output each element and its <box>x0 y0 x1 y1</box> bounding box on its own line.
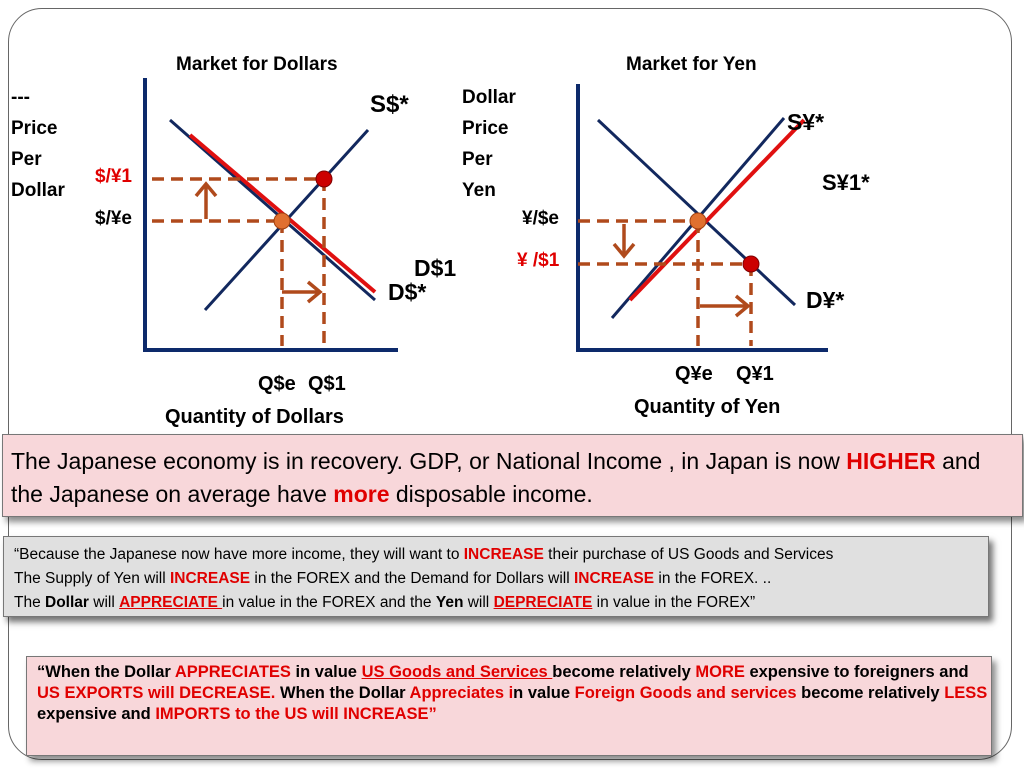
box3-text: When the Dollar <box>275 684 410 702</box>
box3-more: MORE <box>695 663 745 681</box>
dollar-price-up-arrow <box>194 181 218 219</box>
appreciation-effects-box: “When the Dollar APPRECIATES in value US… <box>26 656 992 756</box>
box2-text: The <box>14 594 46 611</box>
dollar-y-axis-label: --- Price Per Dollar <box>11 87 65 201</box>
box3-text: become relatively <box>796 684 945 702</box>
box2-depreciate: DEPRECIATE <box>493 594 593 611</box>
yen-market-graph: Market for Yen S¥* S¥1* D¥* ¥/$e ¥ /$ <box>517 54 870 418</box>
box2-line-3: The Dollar will APPRECIATE in value in t… <box>14 591 988 615</box>
box3-text: n value <box>513 684 575 702</box>
yen-market-title: Market for Yen <box>626 54 757 75</box>
box3-text: in value <box>290 663 362 681</box>
box2-line-1: “Because the Japanese now have more inco… <box>14 543 988 567</box>
yen-supply-new-line <box>628 118 806 302</box>
yen-qty-new-label: Q¥1 <box>736 363 774 385</box>
yen-new-equilibrium-point <box>742 255 760 273</box>
dollar-x-axis-label: Quantity of Dollars <box>165 406 344 428</box>
dollar-demand-original-label: D$* <box>388 279 426 305</box>
box3-text: “When the Dollar <box>37 663 175 681</box>
box1-higher: HIGHER <box>846 448 936 474</box>
yen-demand-label: D¥* <box>806 287 844 313</box>
yen-y-axis-label: Dollar Price Per Yen <box>462 87 516 201</box>
box3-imports-increase: IMPORTS to the US will INCREASE” <box>155 705 437 723</box>
dollar-market-title: Market for Dollars <box>176 54 338 75</box>
yen-qty-right-arrow <box>700 294 751 318</box>
box3-foreign-goods: Foreign Goods and services <box>574 684 797 702</box>
dollar-new-equilibrium-point <box>315 170 333 188</box>
box2-yen: Yen <box>435 594 464 611</box>
yen-demand-line <box>596 118 797 307</box>
dollar-qty-eq-label: Q$e <box>258 373 296 395</box>
yen-x-axis-label: Quantity of Yen <box>634 396 780 418</box>
box2-text: The Supply of Yen will <box>14 570 170 587</box>
box2-text: “Because the Japanese now have more inco… <box>14 546 464 563</box>
yen-equilibrium-point <box>689 212 707 230</box>
dollar-market-graph: Market for Dollars S$* D$1 D$* $/¥1 $ <box>95 54 456 428</box>
box2-text: will <box>88 594 120 611</box>
box1-text: The Japanese economy is in recovery. GDP… <box>11 448 847 474</box>
box2-text: in value in the FOREX and the <box>222 594 436 611</box>
yen-price-new-label: ¥ /$1 <box>517 250 560 271</box>
box1-text: disposable income. <box>389 481 593 507</box>
forex-explanation-box: “Because the Japanese now have more inco… <box>3 536 989 617</box>
box2-text: will <box>463 594 494 611</box>
box2-increase: INCREASE <box>574 570 655 587</box>
box3-us-goods: US Goods and Services <box>361 663 553 681</box>
box3-text: expensive to foreigners and <box>744 663 969 681</box>
box2-text: in value in the FOREX” <box>592 594 756 611</box>
dollar-price-eq-label: $/¥e <box>95 208 132 229</box>
recovery-statement-box: The Japanese economy is in recovery. GDP… <box>2 434 1023 517</box>
box2-increase: INCREASE <box>463 546 544 563</box>
yen-qty-eq-label: Q¥e <box>675 363 713 385</box>
slide-frame <box>8 8 1012 760</box>
yen-price-down-arrow <box>612 224 636 259</box>
yen-price-eq-label: ¥/$e <box>522 208 559 229</box>
box2-dollar: Dollar <box>45 594 89 611</box>
dollar-demand-original-line <box>169 118 376 302</box>
dollar-supply-label: S$* <box>370 91 409 118</box>
box3-appreciates: APPRECIATES <box>174 663 291 681</box>
box3-text: expensive and <box>37 705 156 723</box>
dollar-demand-new-label: D$1 <box>414 255 456 281</box>
yen-supply-new-label: S¥1* <box>822 170 870 195</box>
dollar-price-new-label: $/¥1 <box>95 166 132 187</box>
box2-text: in the FOREX. .. <box>654 570 772 587</box>
box2-text: their purchase of US Goods and Services <box>543 546 834 563</box>
dollar-equilibrium-point <box>273 212 291 230</box>
yen-supply-original-label: S¥* <box>787 109 824 135</box>
box1-text: and the Japanese on average have <box>11 448 981 507</box>
box3-appreciates-2: Appreciates i <box>409 684 514 702</box>
box3-exports-decrease: US EXPORTS will DECREASE. <box>37 684 276 702</box>
box1-more: more <box>333 481 390 507</box>
box2-text: in the FOREX and the Demand for Dollars … <box>250 570 574 587</box>
dollar-qty-new-label: Q$1 <box>308 373 346 395</box>
box3-text: become relatively <box>552 663 696 681</box>
box2-appreciate: APPRECIATE <box>119 594 223 611</box>
box3-less: LESS <box>944 684 988 702</box>
box2-increase: INCREASE <box>169 570 251 587</box>
dollar-qty-right-arrow <box>282 280 323 304</box>
box2-line-2: The Supply of Yen will INCREASE in the F… <box>14 567 988 591</box>
